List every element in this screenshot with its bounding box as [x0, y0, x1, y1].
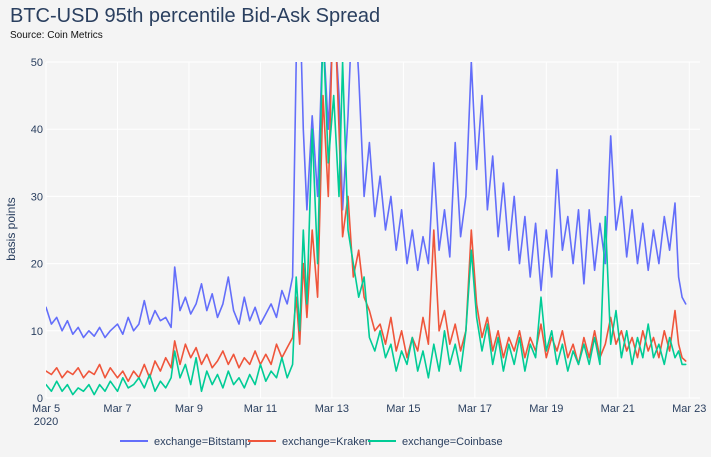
chart-subtitle: Source: Coin Metrics [10, 30, 103, 41]
x-tick-label: Mar 19 [529, 403, 563, 415]
y-tick-label: 20 [31, 259, 43, 271]
series-line-coinbase [46, 62, 687, 396]
x-tick-label: Mar 7 [103, 403, 131, 415]
chart-title: BTC-USD 95th percentile Bid-Ask Spread [10, 5, 380, 27]
legend-label: exchange=Bitstamp [154, 436, 251, 448]
x-tick-label: Mar 11 [244, 403, 277, 415]
series-line-kraken [46, 62, 687, 383]
legend-label: exchange=Kraken [282, 436, 371, 448]
x-tick-label: Mar 9 [175, 403, 203, 415]
x-tick-label: Mar 17 [458, 403, 492, 415]
y-tick-label: 10 [31, 326, 43, 338]
legend: exchange=Bitstamp exchange=Kraken exchange… [120, 436, 503, 448]
series-line-bitstamp [46, 62, 687, 339]
x-tick-label: Mar 21 [601, 403, 635, 415]
series-clip-group [46, 62, 687, 396]
y-tick-label: 40 [31, 124, 43, 136]
x-tick-label: Mar 15 [386, 403, 420, 415]
legend-label: exchange=Coinbase [402, 436, 503, 448]
x-tick-label: Mar 5 [32, 403, 60, 415]
y-tick-label: 30 [31, 191, 43, 203]
x-tick-sublabel: 2020 [34, 416, 58, 428]
y-tick-label: 0 [37, 393, 43, 405]
y-tick-label: 50 [31, 57, 43, 69]
x-tick-label: Mar 13 [315, 403, 349, 415]
series-layer [46, 62, 687, 396]
y-axis-label: basis points [4, 197, 18, 260]
x-tick-label: Mar 23 [672, 403, 706, 415]
